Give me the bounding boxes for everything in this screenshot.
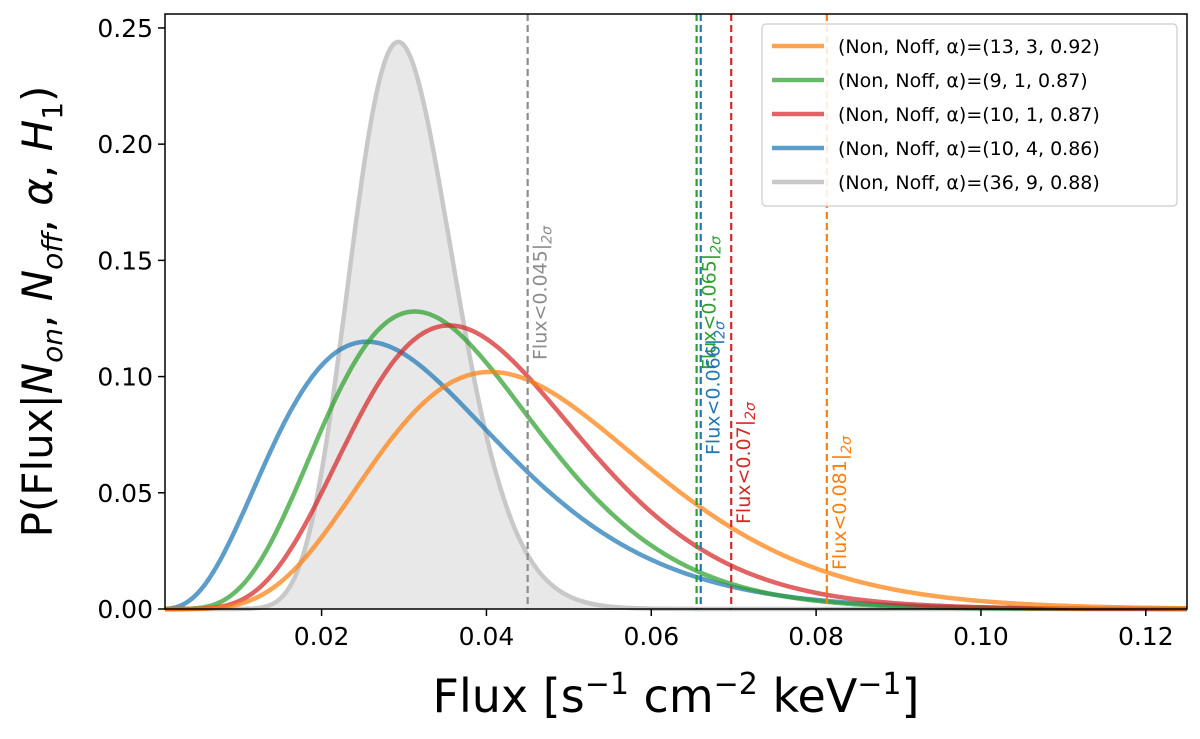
y-tick-label: 0.05 — [97, 479, 153, 508]
y-tick-label: 0.00 — [97, 595, 153, 624]
legend-label-3: (Non, Noff, α)=(10, 4, 0.86) — [838, 138, 1100, 160]
upper-limit-label-0: Flux<0.045|2σ — [530, 225, 556, 360]
x-tick-label: 0.10 — [953, 622, 1009, 651]
plot-frame — [164, 13, 1188, 610]
y-tick-label: 0.25 — [97, 14, 153, 43]
legend-label-0: (Non, Noff, α)=(13, 3, 0.92) — [838, 36, 1100, 58]
x-tick-label: 0.02 — [294, 622, 350, 651]
x-tick-label: 0.08 — [788, 622, 844, 651]
y-axis-label: P(Flux|Non, Noff, α, H1) — [13, 86, 69, 538]
y-axis-ticks: 0.00 0.05 0.10 0.15 0.20 0.25 — [97, 14, 165, 624]
x-axis-label: Flux [s−1 cm−2 keV−1] — [433, 667, 920, 723]
legend-label-4: (Non, Noff, α)=(36, 9, 0.88) — [838, 172, 1100, 194]
y-tick-label: 0.10 — [97, 363, 153, 392]
curve-series-2 — [164, 323, 1188, 612]
upper-limit-label-4: Flux<0.081|2σ — [829, 435, 855, 570]
curve-series-0 — [164, 369, 1188, 612]
x-tick-label: 0.06 — [623, 622, 679, 651]
upper-limit-label-3: Flux<0.07|2σ — [733, 401, 759, 524]
y-tick-label: 0.15 — [97, 246, 153, 275]
upper-limit-label-2: Flux<0.066|2σ — [703, 320, 729, 455]
legend-box — [761, 23, 1178, 207]
fill-layer — [165, 41, 1187, 609]
legend: (Non, Noff, α)=(13, 3, 0.92) (Non, Noff, … — [761, 23, 1178, 207]
legend-label-2: (Non, Noff, α)=(10, 1, 0.87) — [838, 104, 1100, 126]
x-axis-ticks: 0.02 0.04 0.06 0.08 0.10 0.12 — [294, 609, 1174, 651]
y-tick-label: 0.20 — [97, 130, 153, 159]
fill-area-series-4 — [165, 41, 1187, 609]
legend-label-1: (Non, Noff, α)=(9, 1, 0.87) — [838, 70, 1088, 92]
x-tick-label: 0.12 — [1118, 622, 1174, 651]
x-tick-label: 0.04 — [459, 622, 515, 651]
upper-limit-label-1: Flux<0.065|2σ — [699, 235, 725, 370]
